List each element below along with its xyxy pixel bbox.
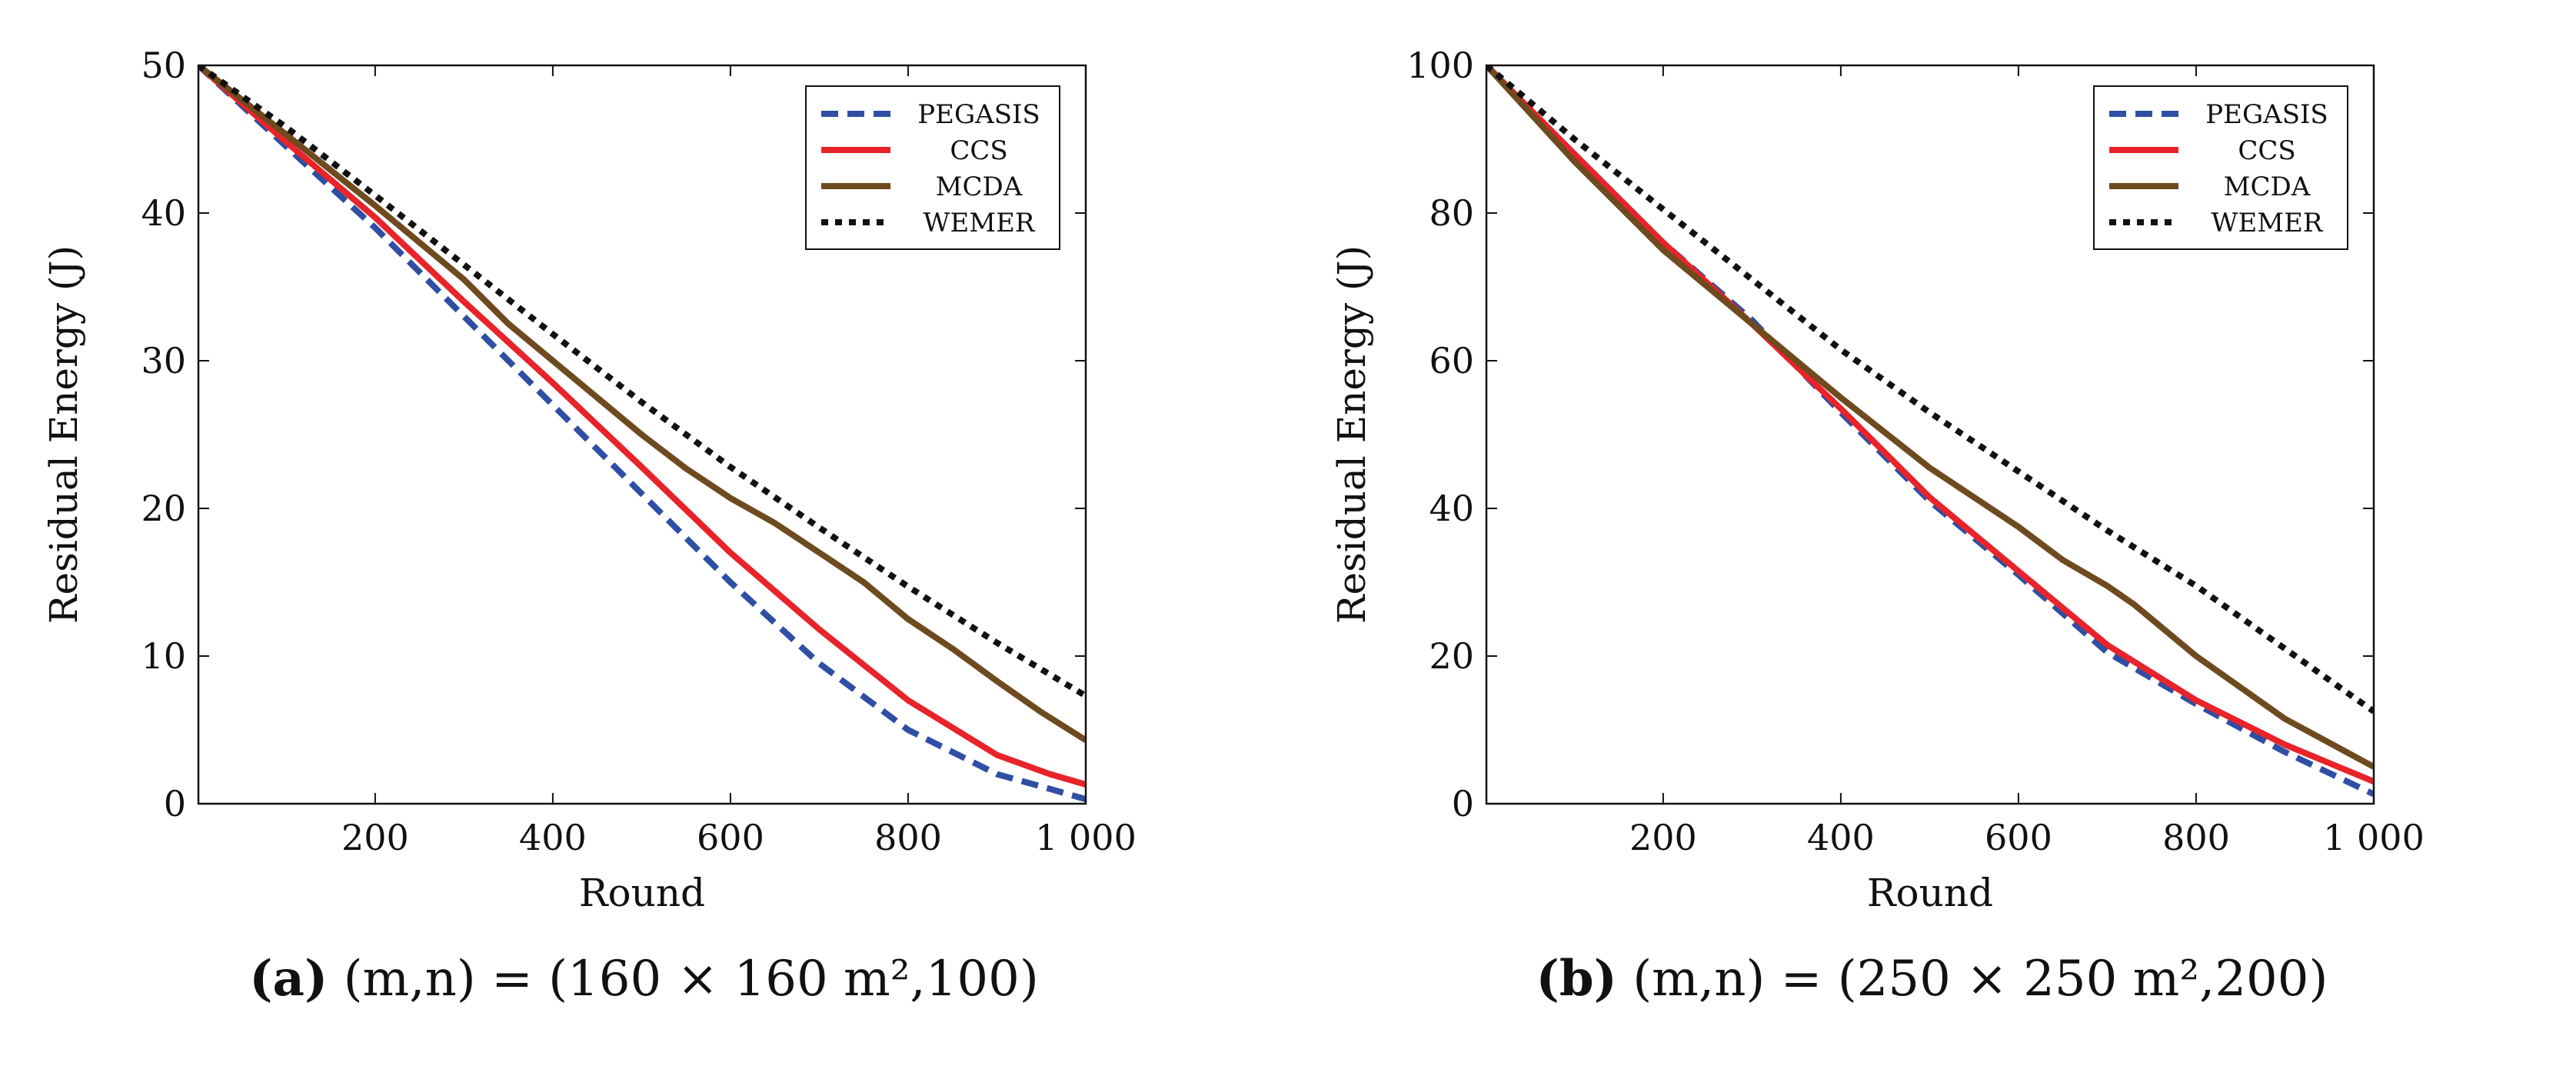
legend-label-wemer: WEMER	[2212, 208, 2324, 238]
x-tick-label: 600	[1985, 817, 2052, 858]
x-tick-label: 1 000	[1035, 817, 1137, 858]
series-line-wemer	[198, 65, 1086, 699]
x-tick-label: 800	[2162, 817, 2230, 858]
y-tick-label: 10	[141, 635, 186, 677]
y-tick-label: 0	[1452, 783, 1474, 824]
y-tick-label: 80	[1429, 192, 1474, 234]
legend-label-pegasis: PEGASIS	[2205, 99, 2328, 130]
legend-label-wemer: WEMER	[924, 208, 1036, 238]
series-line-mcda	[198, 65, 1086, 743]
x-tick-label: 1 000	[2323, 817, 2425, 858]
x-axis-label: Round	[579, 871, 705, 915]
legend-label-mcda: MCDA	[936, 172, 1023, 202]
series-line-wemer	[1486, 65, 2374, 715]
y-tick-label: 60	[1429, 340, 1474, 381]
chart-b: 0 20 40 60 80 100 200 400 600 800 1 000 Round Residu…	[1330, 45, 2425, 915]
y-tick-label: 50	[141, 45, 186, 86]
y-tick-label: 20	[141, 488, 186, 529]
caption-a-text: (m,n) = (160 × 160 m²,100)	[343, 951, 1039, 1008]
y-tick-label: 30	[141, 340, 186, 381]
legend-label-mcda: MCDA	[2224, 172, 2311, 202]
caption-b: (b) (m,n) = (250 × 250 m²,200)	[1288, 950, 2576, 1008]
y-axis-label: Residual Energy (J)	[42, 245, 86, 624]
y-tick-label: 0	[164, 783, 186, 824]
y-tick-label: 40	[1429, 488, 1474, 529]
y-tick-label: 20	[1429, 635, 1474, 677]
y-axis-label: Residual Energy (J)	[1330, 245, 1374, 624]
series-line-pegasis	[198, 65, 1086, 803]
x-tick-label: 600	[697, 817, 764, 858]
chart-a: 0 10 20 30 40 50 200 400 600 800 1 000 Round Residua…	[42, 45, 1137, 915]
caption-a: (a) (m,n) = (160 × 160 m²,100)	[0, 950, 1288, 1008]
caption-a-tag: (a)	[249, 950, 328, 1008]
x-axis-label: Round	[1867, 871, 1993, 915]
legend: PEGASIS CCS MCDA WEMER	[2093, 85, 2348, 250]
x-tick-label: 200	[341, 817, 409, 858]
plot-frame	[197, 64, 1087, 805]
plot-frame	[1485, 64, 2375, 805]
x-tick-label: 800	[874, 817, 942, 858]
legend-label-ccs: CCS	[950, 135, 1007, 166]
caption-b-tag: (b)	[1536, 950, 1617, 1008]
legend-label-ccs: CCS	[2238, 135, 2295, 166]
x-tick-label: 200	[1629, 817, 1697, 858]
x-tick-label: 400	[1807, 817, 1875, 858]
series-line-mcda	[1486, 65, 2374, 770]
x-tick-label: 400	[519, 817, 587, 858]
series-group	[198, 65, 1086, 803]
caption-b-text: (m,n) = (250 × 250 m²,200)	[1632, 951, 2328, 1008]
y-tick-label: 40	[141, 192, 186, 234]
legend: PEGASIS CCS MCDA WEMER	[805, 85, 1060, 250]
series-group	[1486, 65, 2374, 798]
series-line-ccs	[198, 65, 1086, 788]
series-line-ccs	[1486, 65, 2374, 785]
legend-label-pegasis: PEGASIS	[917, 99, 1040, 130]
y-tick-label: 100	[1406, 45, 1474, 86]
